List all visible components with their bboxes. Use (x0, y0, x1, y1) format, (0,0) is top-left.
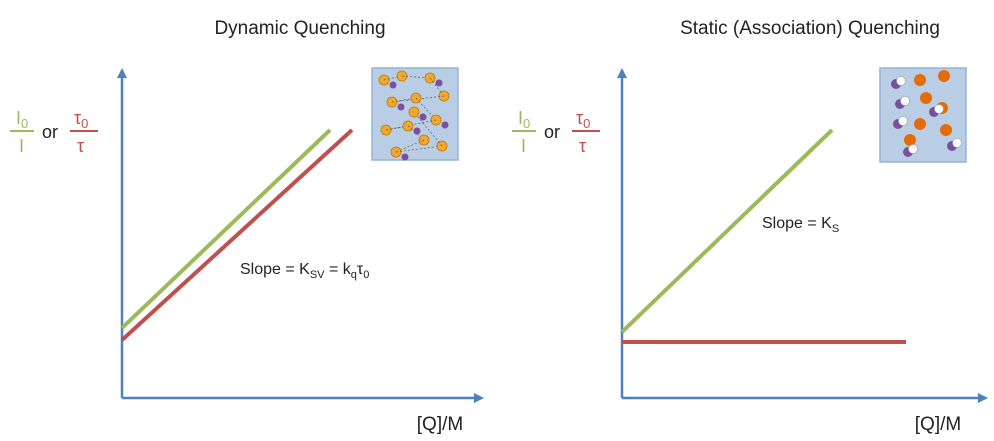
slope-sub: 0 (363, 269, 369, 281)
slope-sub: S (832, 223, 839, 235)
complex-f (935, 105, 944, 114)
y-label-or: or (544, 122, 560, 142)
slope-part: Slope = K (240, 261, 310, 278)
fluorophore (420, 114, 427, 121)
quencher (409, 107, 419, 117)
slope-part: = k (325, 261, 352, 278)
red-line (122, 130, 352, 340)
quencher (940, 124, 952, 136)
complex-f (897, 77, 906, 86)
y-label-num: I0 (518, 108, 530, 131)
panel: Static (Association) Quenching [Q]/M I0 Ior… (512, 18, 986, 435)
y-label-sub: 0 (583, 116, 590, 131)
y-label-num: τ0 (74, 108, 88, 131)
fluorophore (402, 154, 409, 161)
slope-label: Slope = KSV = kqτ0 (240, 261, 369, 281)
y-label-den: I (19, 136, 24, 156)
complex-f (909, 145, 918, 154)
slope-sub: SV (310, 269, 325, 281)
panel-title: Dynamic Quenching (214, 18, 385, 39)
y-label-num: τ0 (576, 108, 590, 131)
fluorophore (390, 82, 397, 89)
slope-label: Slope = KS (762, 215, 839, 235)
y-label-sub: 0 (21, 116, 28, 131)
green-line (122, 130, 330, 328)
complex-f (953, 139, 962, 148)
fluorophore (442, 122, 449, 129)
x-axis-label: [Q]/M (417, 414, 463, 435)
complex-f (899, 117, 908, 126)
x-axis-label: [Q]/M (915, 414, 961, 435)
y-label-den: τ (579, 136, 586, 156)
quencher (914, 118, 926, 130)
diagram: Dynamic Quenching[Q]/MI0Iorτ0τSlope = KS… (0, 0, 994, 441)
y-label-part: τ (74, 108, 81, 128)
y-label-part: τ (576, 108, 583, 128)
y-label-den: τ (77, 136, 84, 156)
quencher (904, 134, 916, 146)
y-label-den: I (521, 136, 526, 156)
quencher (920, 92, 932, 104)
slope-part: Slope = K (762, 215, 832, 232)
fluorophore (414, 128, 421, 135)
quencher (938, 70, 950, 82)
fluorophore (398, 104, 405, 111)
y-label-num: I0 (16, 108, 28, 131)
y-label-sub: 0 (81, 116, 88, 131)
y-label-or: or (42, 122, 58, 142)
y-label-sub: 0 (523, 116, 530, 131)
panel-title: Static (Association) Quenching (680, 18, 940, 39)
quencher (914, 74, 926, 86)
complex-f (901, 97, 910, 106)
fluorophore (436, 80, 443, 87)
